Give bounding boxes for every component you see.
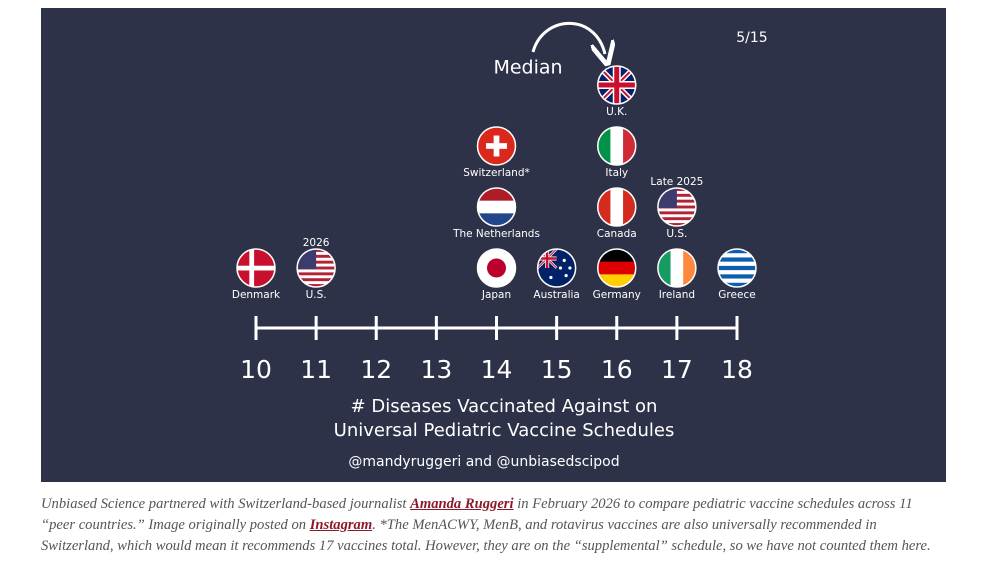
country-label: Australia bbox=[533, 289, 579, 301]
country-label: Switzerland* bbox=[463, 167, 530, 179]
dot bbox=[597, 248, 637, 288]
flag-part bbox=[610, 188, 624, 226]
credit: @mandyruggeri and @unbiasedscipod bbox=[348, 454, 619, 470]
flag bbox=[477, 249, 516, 287]
flag-part bbox=[718, 282, 756, 287]
flag-part bbox=[718, 249, 756, 254]
dot bbox=[597, 65, 637, 105]
x-tick-label: 12 bbox=[360, 355, 392, 384]
infographic: 5/15 Median # Diseases Vaccinated Agains… bbox=[41, 8, 946, 482]
caption: Unbiased Science partnered with Switzerl… bbox=[41, 494, 946, 557]
country-label: U.S. bbox=[306, 289, 327, 301]
flag-part bbox=[297, 281, 336, 285]
country-label: Italy bbox=[605, 167, 628, 179]
caption-text: Unbiased Science partnered with Switzerl… bbox=[41, 496, 411, 512]
country-label: Germany bbox=[593, 289, 641, 301]
dot bbox=[236, 248, 276, 288]
dot bbox=[536, 248, 577, 288]
flag-part bbox=[657, 220, 696, 224]
country-label: Canada bbox=[597, 228, 637, 240]
flag-part bbox=[718, 265, 756, 271]
link[interactable]: Instagram bbox=[309, 517, 373, 533]
flag-part bbox=[297, 272, 336, 276]
flag-part bbox=[549, 275, 553, 280]
country-label: U.S. bbox=[666, 228, 687, 240]
x-tick-label: 13 bbox=[420, 355, 452, 384]
flag bbox=[297, 249, 336, 287]
flag-part bbox=[486, 143, 507, 149]
x-axis-label: # Diseases Vaccinated Against on bbox=[351, 396, 658, 417]
dot bbox=[476, 248, 517, 288]
x-tick-label: 10 bbox=[240, 355, 272, 384]
x-tick-label: 15 bbox=[541, 355, 573, 384]
flag bbox=[597, 66, 636, 104]
flag bbox=[477, 127, 516, 165]
dot bbox=[597, 187, 637, 227]
dot bbox=[597, 126, 637, 166]
caption-text: . *The MenACWY, MenB, and rotavirus vacc… bbox=[41, 517, 931, 554]
flag-part bbox=[610, 127, 624, 165]
background bbox=[41, 8, 946, 482]
flag-part bbox=[568, 266, 572, 270]
dot bbox=[476, 187, 517, 227]
flag-part bbox=[718, 270, 756, 275]
x-tick-label: 16 bbox=[601, 355, 633, 384]
note: Late 2025 bbox=[650, 176, 703, 188]
x-tick-label: 11 bbox=[300, 355, 332, 384]
flag bbox=[718, 249, 756, 287]
flag-part bbox=[297, 278, 336, 282]
country-label: Japan bbox=[481, 289, 511, 301]
flag-part bbox=[237, 265, 275, 271]
country-label: Denmark bbox=[232, 289, 281, 301]
flag-part bbox=[297, 275, 336, 279]
flag-part bbox=[718, 278, 756, 284]
flag-part bbox=[657, 223, 696, 226]
flag-part bbox=[562, 258, 566, 262]
dot bbox=[296, 248, 336, 288]
country-label: The Netherlands bbox=[452, 228, 540, 240]
annotation: Median bbox=[493, 57, 562, 79]
country-label: Greece bbox=[718, 289, 755, 301]
flag-part bbox=[477, 200, 516, 214]
flag bbox=[657, 188, 696, 226]
flag-part bbox=[718, 253, 756, 258]
caption-text: in February 2026 to compare pediatric va… bbox=[41, 496, 913, 533]
flag-part bbox=[718, 274, 756, 280]
flag-part bbox=[657, 214, 696, 218]
note: 2026 bbox=[303, 237, 330, 249]
flag-part bbox=[718, 261, 756, 267]
flag-part bbox=[558, 266, 563, 270]
flag-part bbox=[487, 258, 506, 278]
flag-part bbox=[297, 269, 336, 273]
arrow bbox=[531, 21, 605, 54]
dot bbox=[657, 187, 697, 227]
dot bbox=[717, 248, 757, 288]
country-label: Ireland bbox=[659, 289, 695, 301]
flag-part bbox=[597, 261, 636, 275]
country-label: U.K. bbox=[606, 106, 627, 118]
link[interactable]: Amanda Ruggeri bbox=[410, 496, 514, 512]
flag-part bbox=[297, 284, 336, 287]
flag-part bbox=[657, 217, 696, 221]
dot bbox=[657, 248, 697, 288]
flag-part bbox=[657, 208, 696, 212]
x-tick-label: 17 bbox=[661, 355, 693, 384]
flag bbox=[237, 249, 275, 287]
flag-part bbox=[670, 249, 684, 287]
flag-part bbox=[657, 211, 696, 215]
x-axis-label: Universal Pediatric Vaccine Schedules bbox=[334, 420, 675, 441]
dot bbox=[476, 126, 517, 166]
flag-part bbox=[564, 274, 568, 278]
flag-part bbox=[718, 257, 756, 263]
x-tick-label: 14 bbox=[481, 355, 513, 384]
x-tick-label: 18 bbox=[721, 355, 753, 384]
page-number: 5/15 bbox=[736, 30, 767, 46]
